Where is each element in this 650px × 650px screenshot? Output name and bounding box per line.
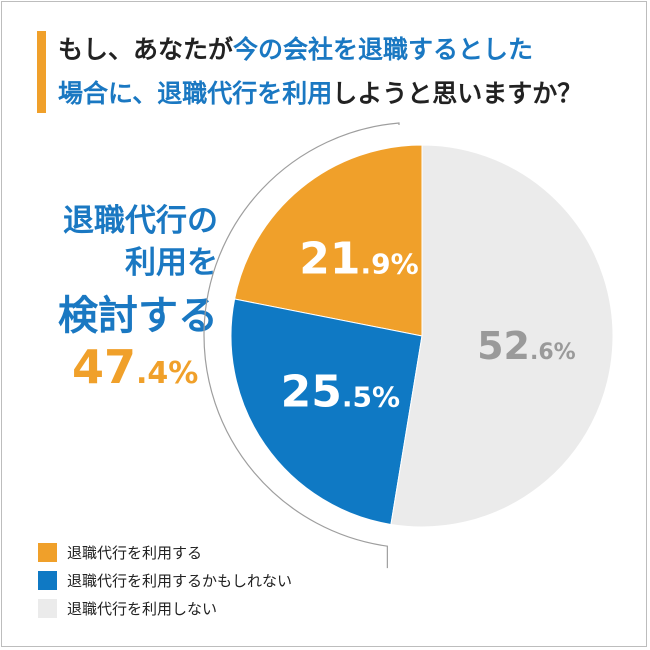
title-line-2: 場合に、退職代行を利用しようと思いますか？ (58, 72, 638, 116)
legend-label: 退職代行を利用する (67, 543, 203, 562)
callout-line-1: 退職代行の (63, 203, 218, 239)
legend-label: 退職代行を利用するかもしれない (67, 571, 293, 590)
pie-slice-1 (234, 144, 423, 337)
bracket-arc (203, 122, 400, 569)
slice-label-dec: .9% (360, 247, 418, 280)
slice-label-2: 25.5% (281, 367, 400, 418)
legend-swatch-orange (38, 542, 57, 562)
slice-label-dec: .5% (342, 381, 400, 414)
slice-label-3: 52.6% (477, 324, 576, 368)
legend-item: 退職代行を利用する (38, 538, 292, 566)
title-line-1: もし、あなたが今の会社を退職するとした (58, 28, 638, 72)
callout-percentage: 47.4% (72, 340, 222, 394)
legend-swatch-gray (38, 598, 57, 618)
pie-slice-3 (390, 144, 614, 528)
slice-label-int: 52 (477, 324, 530, 368)
title-line-2-part-1: 場合に、 (58, 79, 158, 108)
title-line-1-part-1: もし、あなたが (58, 35, 234, 64)
callout-line-3: 検討する (58, 293, 218, 339)
title-line-2-part-3: しようと思いますか？ (332, 79, 583, 108)
chart-title: もし、あなたが今の会社を退職するとした 場合に、退職代行を利用しようと思いますか… (58, 28, 638, 116)
callout-percentage-dec: .4% (136, 356, 199, 391)
title-line-1-part-2: 今の会社を退職するとした (233, 35, 534, 64)
callout-percentage-int: 47 (72, 340, 137, 394)
legend-swatch-blue (38, 570, 57, 590)
pie-slice-2 (230, 298, 423, 526)
slice-label-dec: .6% (530, 340, 576, 365)
legend-item: 退職代行を利用するかもしれない (38, 566, 292, 594)
title-line-2-part-2: 退職代行を利用 (157, 79, 333, 108)
callout-line-2: 利用を (125, 245, 218, 281)
title-accent-bar (37, 31, 46, 113)
legend-label: 退職代行を利用しない (67, 599, 218, 618)
slice-label-1: 21.9% (299, 233, 418, 284)
legend-item: 退職代行を利用しない (38, 594, 292, 622)
slice-label-int: 21 (299, 233, 360, 284)
legend: 退職代行を利用する 退職代行を利用するかもしれない 退職代行を利用しない (38, 538, 292, 622)
slice-label-int: 25 (281, 367, 342, 418)
